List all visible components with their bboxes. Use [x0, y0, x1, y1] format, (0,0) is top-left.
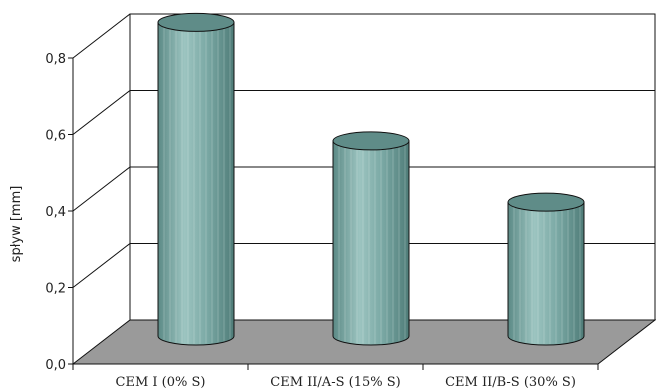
y-tick-label-0: 0,0	[45, 358, 66, 373]
y-tick-label-4: 0,8	[45, 52, 66, 67]
y-axis-title: spływ [mm]	[9, 186, 24, 263]
bar-body-2	[507, 201, 585, 346]
x-category-label-1: CEM II/A-S (15% S)	[270, 375, 400, 390]
x-category-label-2: CEM II/B-S (30% S)	[445, 375, 576, 390]
y-tick-labels: 0,0 0,2 0,4 0,6 0,8	[45, 52, 66, 373]
y-tick-label-2: 0,4	[45, 205, 66, 220]
gridline-left-2	[72, 166, 131, 212]
bar-1	[332, 131, 410, 346]
bar-top-2	[507, 192, 585, 212]
gridline-left-3	[72, 90, 131, 135]
y-tick-label-3: 0,6	[45, 129, 66, 144]
axes	[68, 57, 599, 370]
bar-top-0	[157, 12, 235, 32]
y-tick-label-1: 0,2	[45, 282, 66, 297]
bar-0	[157, 12, 235, 346]
bar-body-1	[332, 140, 410, 346]
bar-top-1	[332, 131, 410, 151]
bar-2	[507, 192, 585, 346]
gridline-left-1	[72, 243, 131, 288]
bar-body-0	[157, 21, 235, 346]
x-category-labels: CEM I (0% S) CEM II/A-S (15% S) CEM II/B-S…	[116, 375, 576, 390]
bars	[157, 12, 585, 346]
x-category-label-0: CEM I (0% S)	[116, 375, 206, 390]
gridline-left-4	[72, 13, 131, 59]
